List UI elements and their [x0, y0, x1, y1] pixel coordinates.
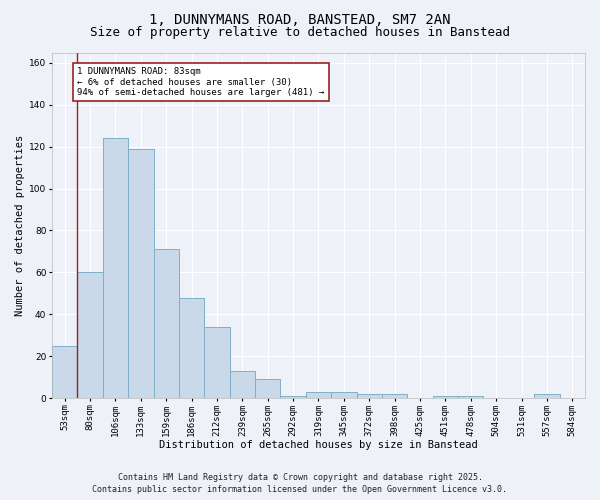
Bar: [128, 149, 154, 398]
Bar: [356, 394, 382, 398]
Y-axis label: Number of detached properties: Number of detached properties: [15, 134, 25, 316]
Bar: [77, 272, 103, 398]
Text: 1, DUNNYMANS ROAD, BANSTEAD, SM7 2AN: 1, DUNNYMANS ROAD, BANSTEAD, SM7 2AN: [149, 12, 451, 26]
Bar: [179, 298, 204, 398]
Bar: [433, 396, 458, 398]
X-axis label: Distribution of detached houses by size in Banstead: Distribution of detached houses by size …: [159, 440, 478, 450]
Bar: [458, 396, 484, 398]
Bar: [52, 346, 77, 398]
Bar: [204, 327, 230, 398]
Bar: [534, 394, 560, 398]
Text: Size of property relative to detached houses in Banstead: Size of property relative to detached ho…: [90, 26, 510, 39]
Bar: [280, 396, 306, 398]
Bar: [382, 394, 407, 398]
Text: Contains HM Land Registry data © Crown copyright and database right 2025.
Contai: Contains HM Land Registry data © Crown c…: [92, 472, 508, 494]
Bar: [103, 138, 128, 398]
Bar: [331, 392, 356, 398]
Bar: [255, 379, 280, 398]
Text: 1 DUNNYMANS ROAD: 83sqm
← 6% of detached houses are smaller (30)
94% of semi-det: 1 DUNNYMANS ROAD: 83sqm ← 6% of detached…: [77, 67, 325, 97]
Bar: [154, 250, 179, 398]
Bar: [230, 371, 255, 398]
Bar: [306, 392, 331, 398]
